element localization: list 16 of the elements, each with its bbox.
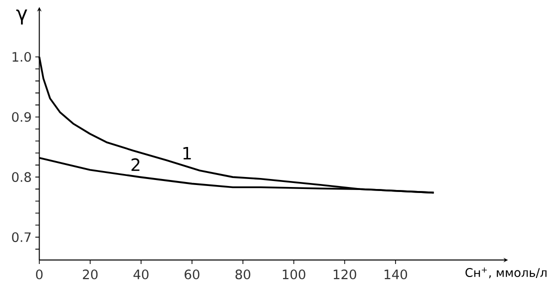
x-tick-label: 140 bbox=[384, 270, 408, 280]
series-label: 1 bbox=[183, 147, 191, 160]
x-axis-title: Cн$^{+}$, ммоль/л bbox=[466, 268, 546, 278]
y-tick-label: 0.8 bbox=[12, 172, 31, 182]
y-tick-label: 0.9 bbox=[12, 112, 31, 122]
series-label: 2 bbox=[132, 158, 140, 171]
x-tick-label: 40 bbox=[133, 270, 148, 280]
x-tick-label: 60 bbox=[184, 270, 200, 280]
y-tick-label: 0.7 bbox=[12, 232, 31, 242]
x-tick-label: 120 bbox=[334, 270, 356, 280]
x-tick-label: 80 bbox=[236, 270, 250, 280]
y-tick-label: 1.0 bbox=[12, 52, 31, 62]
y-axis-title: γ bbox=[16, 10, 28, 25]
x-tick-label: 100 bbox=[282, 270, 306, 280]
x-tick-label: 0 bbox=[36, 270, 43, 280]
x-tick-label: 20 bbox=[82, 270, 98, 280]
